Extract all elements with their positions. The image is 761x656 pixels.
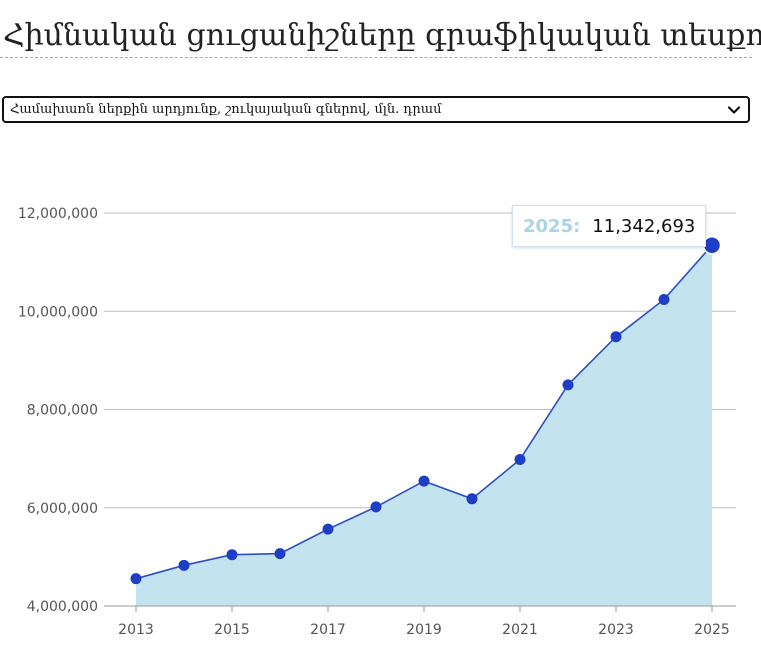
data-point	[322, 523, 334, 535]
data-point	[610, 331, 622, 343]
data-point	[562, 379, 574, 391]
y-tick-label: 4,000,000	[27, 599, 98, 615]
chevron-down-icon	[727, 105, 741, 114]
tooltip-value: 11,342,693	[592, 215, 696, 237]
data-point	[370, 501, 382, 513]
data-point	[466, 493, 478, 505]
data-point	[658, 293, 670, 305]
data-point	[274, 548, 286, 560]
y-tick-label: 12,000,000	[18, 206, 98, 222]
y-tick-label: 6,000,000	[27, 501, 98, 517]
indicator-select-value: Համախառն ներքին արդյունք, շուկայական գնե…	[10, 102, 442, 117]
data-point	[130, 573, 142, 585]
title-divider	[0, 57, 752, 58]
x-tick-label: 2025	[694, 622, 730, 638]
indicator-select[interactable]: Համախառն ներքին արդյունք, շուկայական գնե…	[2, 96, 750, 123]
gdp-chart: 4,000,000 6,000,000 8,000,000 10,000,000 12,…	[0, 150, 761, 656]
data-point	[514, 453, 526, 465]
data-point	[226, 549, 238, 561]
x-tick-label: 2023	[598, 622, 634, 638]
x-tick-label: 2013	[118, 622, 154, 638]
x-tick-label: 2015	[214, 622, 250, 638]
tooltip-year: 2025:	[523, 215, 581, 237]
point-tooltip: 2025: 11,342,693	[512, 205, 707, 247]
area-fill	[136, 245, 712, 606]
y-tick-label: 10,000,000	[18, 304, 98, 320]
x-tick-label: 2017	[310, 622, 346, 638]
y-tick-label: 8,000,000	[27, 403, 98, 419]
data-point	[418, 475, 430, 487]
data-point	[178, 559, 190, 571]
x-tick-label: 2019	[406, 622, 442, 638]
gdp-area-chart: 4,000,000 6,000,000 8,000,000 10,000,000 12,…	[18, 206, 736, 638]
page-title: Հիմնական ցուցանիշները գրաֆիկական տեսքով	[3, 18, 761, 53]
x-tick-label: 2021	[502, 622, 538, 638]
